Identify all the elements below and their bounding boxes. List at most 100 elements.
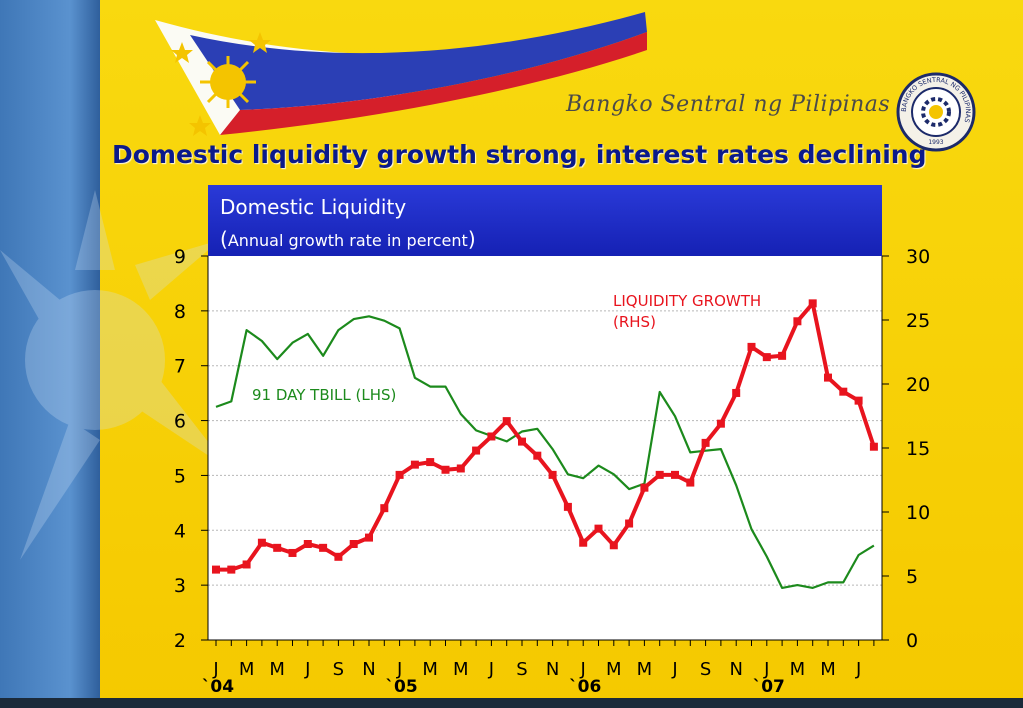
liquidity-point: [242, 560, 251, 569]
liquidity-point: [349, 540, 358, 548]
tbill-line: [215, 315, 875, 590]
liquidity-point: [502, 417, 511, 426]
liquidity-point: [257, 538, 266, 547]
x-tick-label: M: [790, 659, 806, 680]
x-tick-label: N: [546, 659, 559, 680]
liquidity-point: [762, 353, 771, 362]
right-tick-label: 5: [906, 566, 918, 588]
x-tick-label: S: [516, 659, 527, 680]
slide-title: Domestic liquidity growth strong, intere…: [112, 140, 927, 169]
x-tick-label: M: [453, 659, 469, 680]
liquidity-point: [426, 458, 435, 467]
left-tick-label: 2: [174, 630, 186, 652]
x-tick-label: M: [606, 659, 622, 680]
philippine-flag-icon: [155, 12, 647, 136]
liquidity-point: [365, 533, 373, 542]
left-blue-band: [0, 0, 100, 708]
liquidity-point: [808, 299, 817, 308]
liquidity-point: [395, 470, 404, 479]
x-tick-label: J: [671, 659, 677, 680]
liquidity-point: [793, 317, 802, 326]
liquidity-point: [686, 478, 695, 487]
liquidity-point: [655, 470, 664, 479]
liquidity-annotation-rhs: (RHS): [613, 313, 656, 331]
right-tick-label: 15: [906, 438, 930, 460]
chart-subtitle: (Annual growth rate in percent): [220, 227, 476, 251]
liquidity-point: [609, 541, 618, 550]
x-tick-label: J: [763, 659, 769, 680]
liquidity-point: [380, 504, 389, 513]
liquidity-point: [732, 388, 741, 397]
liquidity-point: [839, 387, 848, 396]
liquidity-annotation: LIQUIDITY GROWTH: [613, 292, 761, 310]
subtitle-close-paren: ): [467, 227, 476, 251]
liquidity-point: [487, 432, 496, 441]
year-label: `05: [386, 677, 418, 697]
liquidity-point: [594, 524, 603, 533]
x-tick-label: M: [269, 659, 285, 680]
liquidity-point: [518, 437, 526, 446]
x-tick-label: J: [304, 659, 310, 680]
liquidity-point: [533, 451, 542, 460]
liquidity-point: [410, 460, 419, 469]
liquidity-point: [854, 396, 863, 405]
x-tick-label: M: [239, 659, 255, 680]
bank-seal-icon: BANGKO SENTRAL NG PILIPINAS 1993: [896, 72, 976, 152]
liquidity-point: [747, 342, 756, 351]
x-tick-label: M: [637, 659, 653, 680]
liquidity-point: [227, 565, 236, 574]
x-tick-label: N: [729, 659, 742, 680]
year-label: `07: [753, 677, 785, 697]
background-sun-icon: [0, 190, 230, 560]
left-tick-label: 6: [174, 411, 186, 433]
left-tick-label: 9: [174, 246, 186, 268]
liquidity-point: [212, 565, 220, 574]
x-tick-label: J: [212, 659, 218, 680]
subtitle-open-paren: (: [220, 227, 228, 251]
right-tick-label: 0: [906, 630, 918, 652]
x-tick-label: J: [855, 659, 861, 680]
liquidity-point: [579, 538, 588, 547]
liquidity-point: [701, 438, 710, 447]
x-tick-label: N: [362, 659, 375, 680]
liquidity-point: [456, 464, 465, 473]
liquidity-point: [625, 519, 634, 528]
x-tick-label: M: [820, 659, 836, 680]
right-tick-label: 30: [906, 246, 930, 268]
x-tick-label: J: [488, 659, 494, 680]
year-label: `06: [569, 677, 601, 697]
liquidity-point: [778, 351, 787, 360]
liquidity-point: [303, 540, 312, 548]
seal-year: 1993: [928, 139, 943, 146]
x-tick-label: M: [422, 659, 438, 680]
liquidity-point: [472, 446, 481, 455]
liquidity-point: [334, 552, 343, 561]
bank-name: Bangko Sentral ng Pilipinas: [566, 92, 891, 117]
liquidity-point: [319, 543, 328, 552]
liquidity-point: [671, 470, 679, 479]
x-tick-label: J: [580, 659, 586, 680]
left-tick-label: 5: [174, 465, 186, 487]
left-tick-label: 8: [174, 301, 186, 323]
subtitle-text: Annual growth rate in percent: [227, 231, 468, 250]
right-tick-label: 10: [906, 502, 930, 524]
liquidity-point: [869, 442, 878, 451]
chart-title: Domestic Liquidity: [220, 195, 407, 219]
x-tick-label: S: [333, 659, 344, 680]
right-tick-label: 20: [906, 374, 930, 396]
chart-header: Domestic Liquidity (Annual growth rate i…: [208, 185, 882, 256]
year-label: `04: [202, 677, 234, 697]
tbill-annotation: 91 DAY TBILL (LHS): [252, 386, 396, 404]
liquidity-point: [824, 373, 832, 382]
left-tick-label: 7: [174, 356, 186, 378]
liquidity-point: [563, 502, 572, 511]
liquidity-point: [288, 548, 297, 557]
x-tick-label: J: [396, 659, 402, 680]
right-tick-label: 25: [906, 310, 930, 332]
plot-area: [208, 256, 882, 640]
liquidity-point: [640, 483, 649, 492]
liquidity-point: [441, 465, 450, 474]
bottom-bar: [0, 698, 1023, 708]
left-tick-label: 3: [174, 575, 186, 597]
